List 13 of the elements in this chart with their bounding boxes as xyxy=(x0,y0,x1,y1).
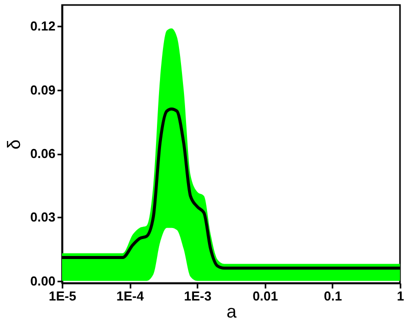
x-tick-label: 0.01 xyxy=(252,288,278,304)
y-tick-label: 0.00 xyxy=(30,273,56,288)
x-tick-label: 1 xyxy=(396,288,404,304)
x-tick-label: 1E-5 xyxy=(48,288,76,304)
x-tick-label: 1E-4 xyxy=(116,288,145,304)
x-axis-title: a xyxy=(226,302,238,322)
y-tick-label: 0.12 xyxy=(30,18,56,34)
y-axis-title: δ xyxy=(4,139,24,150)
y-tick-label: 0.06 xyxy=(30,146,56,162)
y-tick-label: 0.09 xyxy=(30,82,56,98)
y-tick-label: 0.03 xyxy=(30,210,56,225)
x-tick-label: 1E-3 xyxy=(184,288,212,304)
x-tick-label: 0.1 xyxy=(324,288,342,304)
